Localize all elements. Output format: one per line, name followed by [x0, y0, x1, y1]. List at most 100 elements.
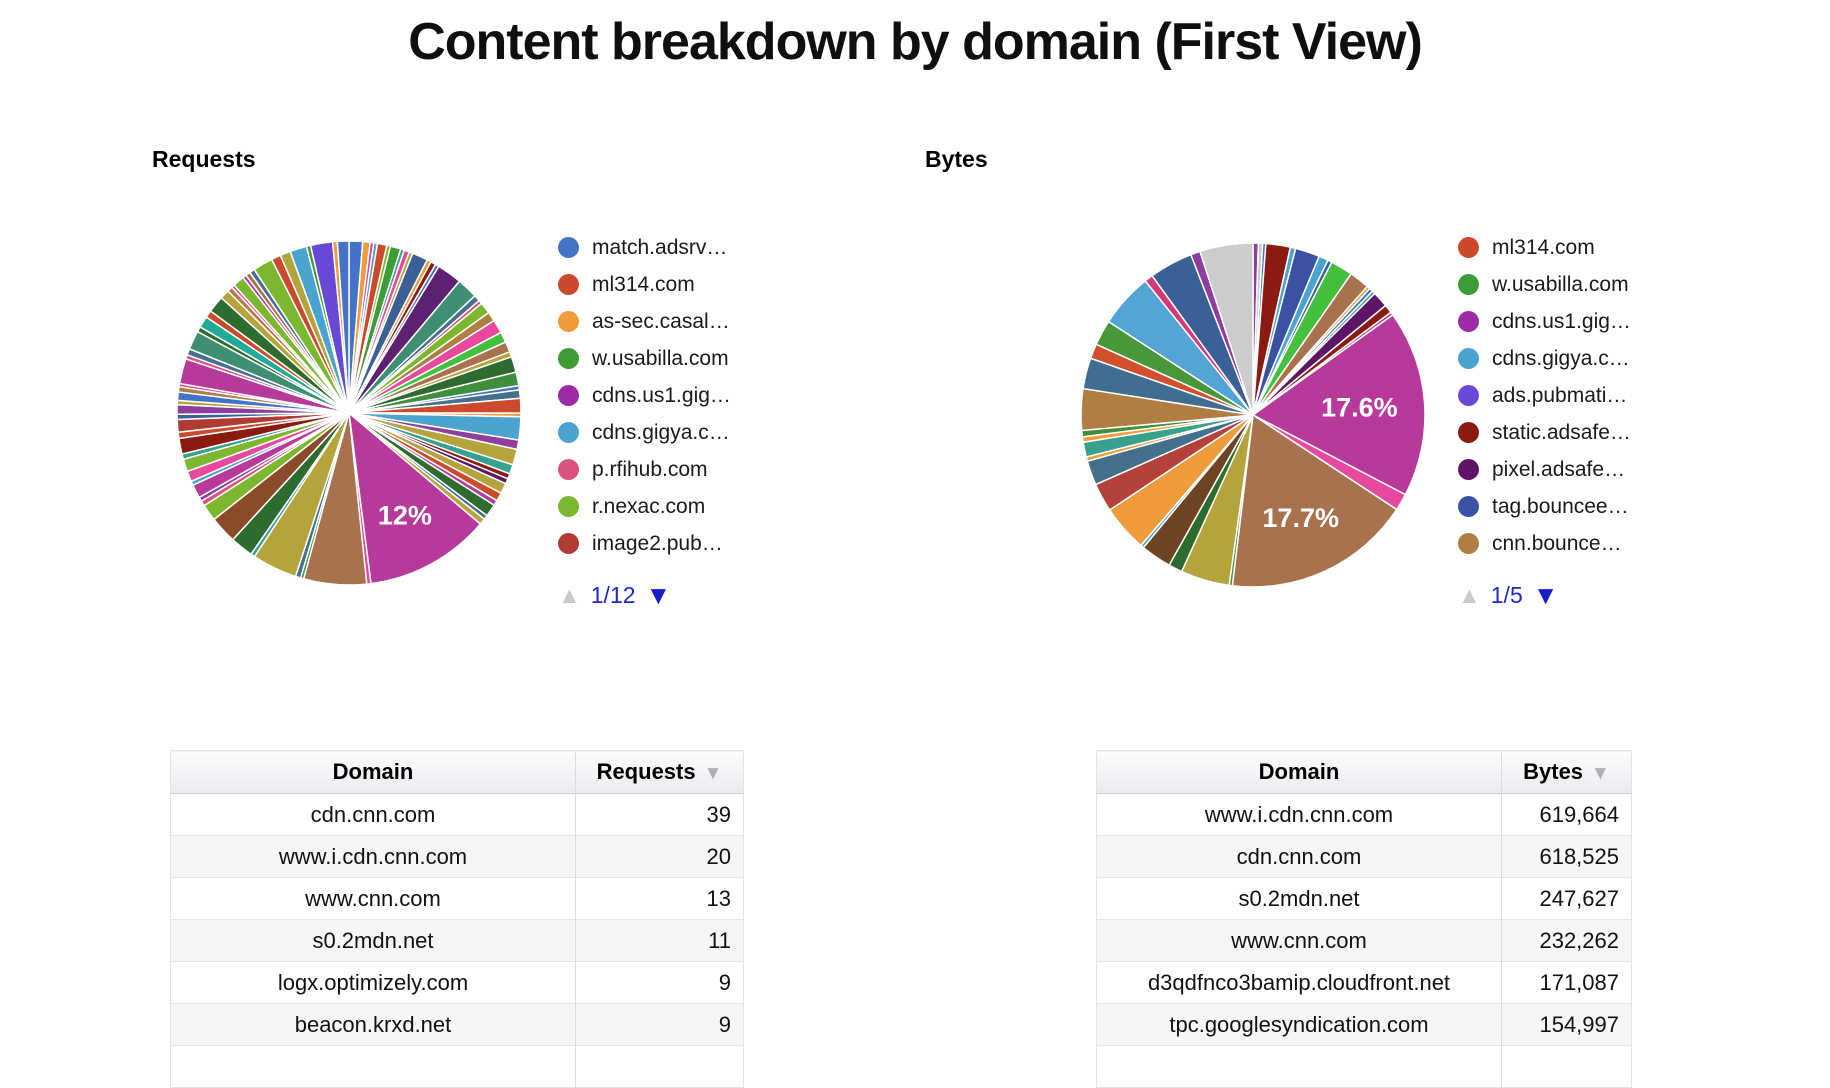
pie-slice-label: 17.6% [1321, 393, 1398, 423]
legend-swatch-icon [1458, 422, 1479, 443]
legend-label: pixel.adsafe… [1492, 457, 1626, 481]
pie-slice[interactable] [348, 411, 482, 585]
legend-label: w.usabilla.com [592, 346, 729, 370]
legend-swatch-icon [558, 311, 579, 332]
table-row: cdn.cnn.com 39 [170, 793, 744, 836]
table-row: beacon.krxd.net 9 [170, 1003, 744, 1046]
requests-pie-chart[interactable]: 12% [169, 233, 529, 593]
legend-item[interactable]: image2.pub… [558, 525, 731, 562]
table-row-clipped [1096, 1045, 1632, 1088]
value-cell: 20 [575, 835, 744, 878]
legend-swatch-icon [558, 422, 579, 443]
legend-item[interactable]: pixel.adsafe… [1458, 451, 1631, 488]
legend-prev-page-icon[interactable]: ▲ [1458, 582, 1481, 608]
legend-item[interactable]: cnn.bounce… [1458, 525, 1631, 562]
legend-item[interactable]: cdns.gigya.c… [558, 414, 731, 451]
value-cell: 13 [575, 877, 744, 920]
column-header-domain[interactable]: Domain [170, 750, 576, 794]
domain-cell: d3qdfnco3bamip.cloudfront.net [1096, 961, 1502, 1004]
pie-slice[interactable] [1231, 413, 1398, 588]
legend-prev-page-icon[interactable]: ▲ [558, 582, 581, 608]
table-row-clipped [170, 1045, 744, 1088]
domain-cell: s0.2mdn.net [1096, 877, 1502, 920]
legend-label: ml314.com [1492, 235, 1595, 259]
legend-label: image2.pub… [592, 531, 723, 555]
value-cell: 9 [575, 961, 744, 1004]
value-cell: 39 [575, 793, 744, 836]
domain-cell: www.cnn.com [170, 877, 576, 920]
column-header-requests[interactable]: Requests ▼ [575, 750, 744, 794]
bytes-legend: ml314.com w.usabilla.com cdns.us1.gig… cdns… [1458, 229, 1631, 562]
legend-next-page-icon[interactable]: ▼ [645, 580, 672, 610]
pie-slice[interactable] [1251, 313, 1426, 496]
legend-item[interactable]: w.usabilla.com [1458, 266, 1631, 303]
value-cell [1501, 1045, 1632, 1088]
legend-item[interactable]: match.adsrv… [558, 229, 731, 266]
legend-label: r.nexac.com [592, 494, 706, 518]
table-row: s0.2mdn.net 11 [170, 919, 744, 962]
legend-swatch-icon [1458, 385, 1479, 406]
table-row: cdn.cnn.com 618,525 [1096, 835, 1632, 878]
legend-label: cnn.bounce… [1492, 531, 1622, 555]
legend-page-indicator: 1/5 [1490, 582, 1523, 608]
table-row: www.i.cdn.cnn.com 20 [170, 835, 744, 878]
legend-label: static.adsafe… [1492, 420, 1631, 444]
legend-label: cdns.us1.gig… [1492, 309, 1631, 333]
bytes-legend-pager: ▲ 1/5 ▼ [1458, 580, 1558, 611]
legend-swatch-icon [1458, 496, 1479, 517]
value-cell: 154,997 [1501, 1003, 1632, 1046]
legend-label: w.usabilla.com [1492, 272, 1629, 296]
value-cell: 618,525 [1501, 835, 1632, 878]
legend-swatch-icon [558, 459, 579, 480]
legend-label: cdns.gigya.c… [592, 420, 730, 444]
pie-slice[interactable] [336, 240, 350, 414]
page-title: Content breakdown by domain (First View) [408, 13, 1423, 71]
value-cell: 171,087 [1501, 961, 1632, 1004]
legend-swatch-icon [1458, 274, 1479, 295]
sort-direction-icon: ▼ [1591, 763, 1610, 784]
domain-cell: www.i.cdn.cnn.com [1096, 793, 1502, 836]
legend-item[interactable]: ml314.com [558, 266, 731, 303]
legend-item[interactable]: ads.pubmati… [1458, 377, 1631, 414]
legend-swatch-icon [558, 348, 579, 369]
legend-next-page-icon[interactable]: ▼ [1532, 580, 1559, 610]
domain-cell: logx.optimizely.com [170, 961, 576, 1004]
column-header-label: Domain [1258, 759, 1340, 784]
legend-swatch-icon [558, 533, 579, 554]
legend-page-indicator: 1/12 [590, 582, 636, 608]
domain-cell [1096, 1045, 1502, 1088]
legend-swatch-icon [1458, 459, 1479, 480]
table-row: www.i.cdn.cnn.com 619,664 [1096, 793, 1632, 836]
column-header-label: Requests [596, 759, 696, 784]
legend-item[interactable]: cdns.us1.gig… [1458, 303, 1631, 340]
legend-swatch-icon [1458, 348, 1479, 369]
table-row: tpc.googlesyndication.com 154,997 [1096, 1003, 1632, 1046]
legend-item[interactable]: cdns.us1.gig… [558, 377, 731, 414]
value-cell [575, 1045, 744, 1088]
legend-label: as-sec.casal… [592, 309, 730, 333]
column-header-label: Bytes [1523, 759, 1584, 784]
table-row: logx.optimizely.com 9 [170, 961, 744, 1004]
legend-item[interactable]: as-sec.casal… [558, 303, 731, 340]
legend-swatch-icon [558, 496, 579, 517]
value-cell: 9 [575, 1003, 744, 1046]
table-row: www.cnn.com 232,262 [1096, 919, 1632, 962]
requests-legend-pager: ▲ 1/12 ▼ [558, 580, 671, 611]
table-row: www.cnn.com 13 [170, 877, 744, 920]
legend-item[interactable]: static.adsafe… [1458, 414, 1631, 451]
legend-item[interactable]: p.rfihub.com [558, 451, 731, 488]
legend-swatch-icon [558, 385, 579, 406]
pie-slice[interactable] [1199, 242, 1254, 416]
legend-item[interactable]: ml314.com [1458, 229, 1631, 266]
legend-item[interactable]: w.usabilla.com [558, 340, 731, 377]
sort-direction-icon: ▼ [703, 763, 723, 784]
legend-item[interactable]: tag.bouncee… [1458, 488, 1631, 525]
column-header-domain[interactable]: Domain [1096, 750, 1502, 794]
column-header-bytes[interactable]: Bytes ▼ [1501, 750, 1632, 794]
bytes-pie-chart[interactable]: 17.6% 17.7% [1073, 235, 1433, 595]
legend-swatch-icon [1458, 533, 1479, 554]
domain-cell: s0.2mdn.net [170, 919, 576, 962]
legend-item[interactable]: cdns.gigya.c… [1458, 340, 1631, 377]
legend-item[interactable]: r.nexac.com [558, 488, 731, 525]
legend-label: p.rfihub.com [592, 457, 708, 481]
